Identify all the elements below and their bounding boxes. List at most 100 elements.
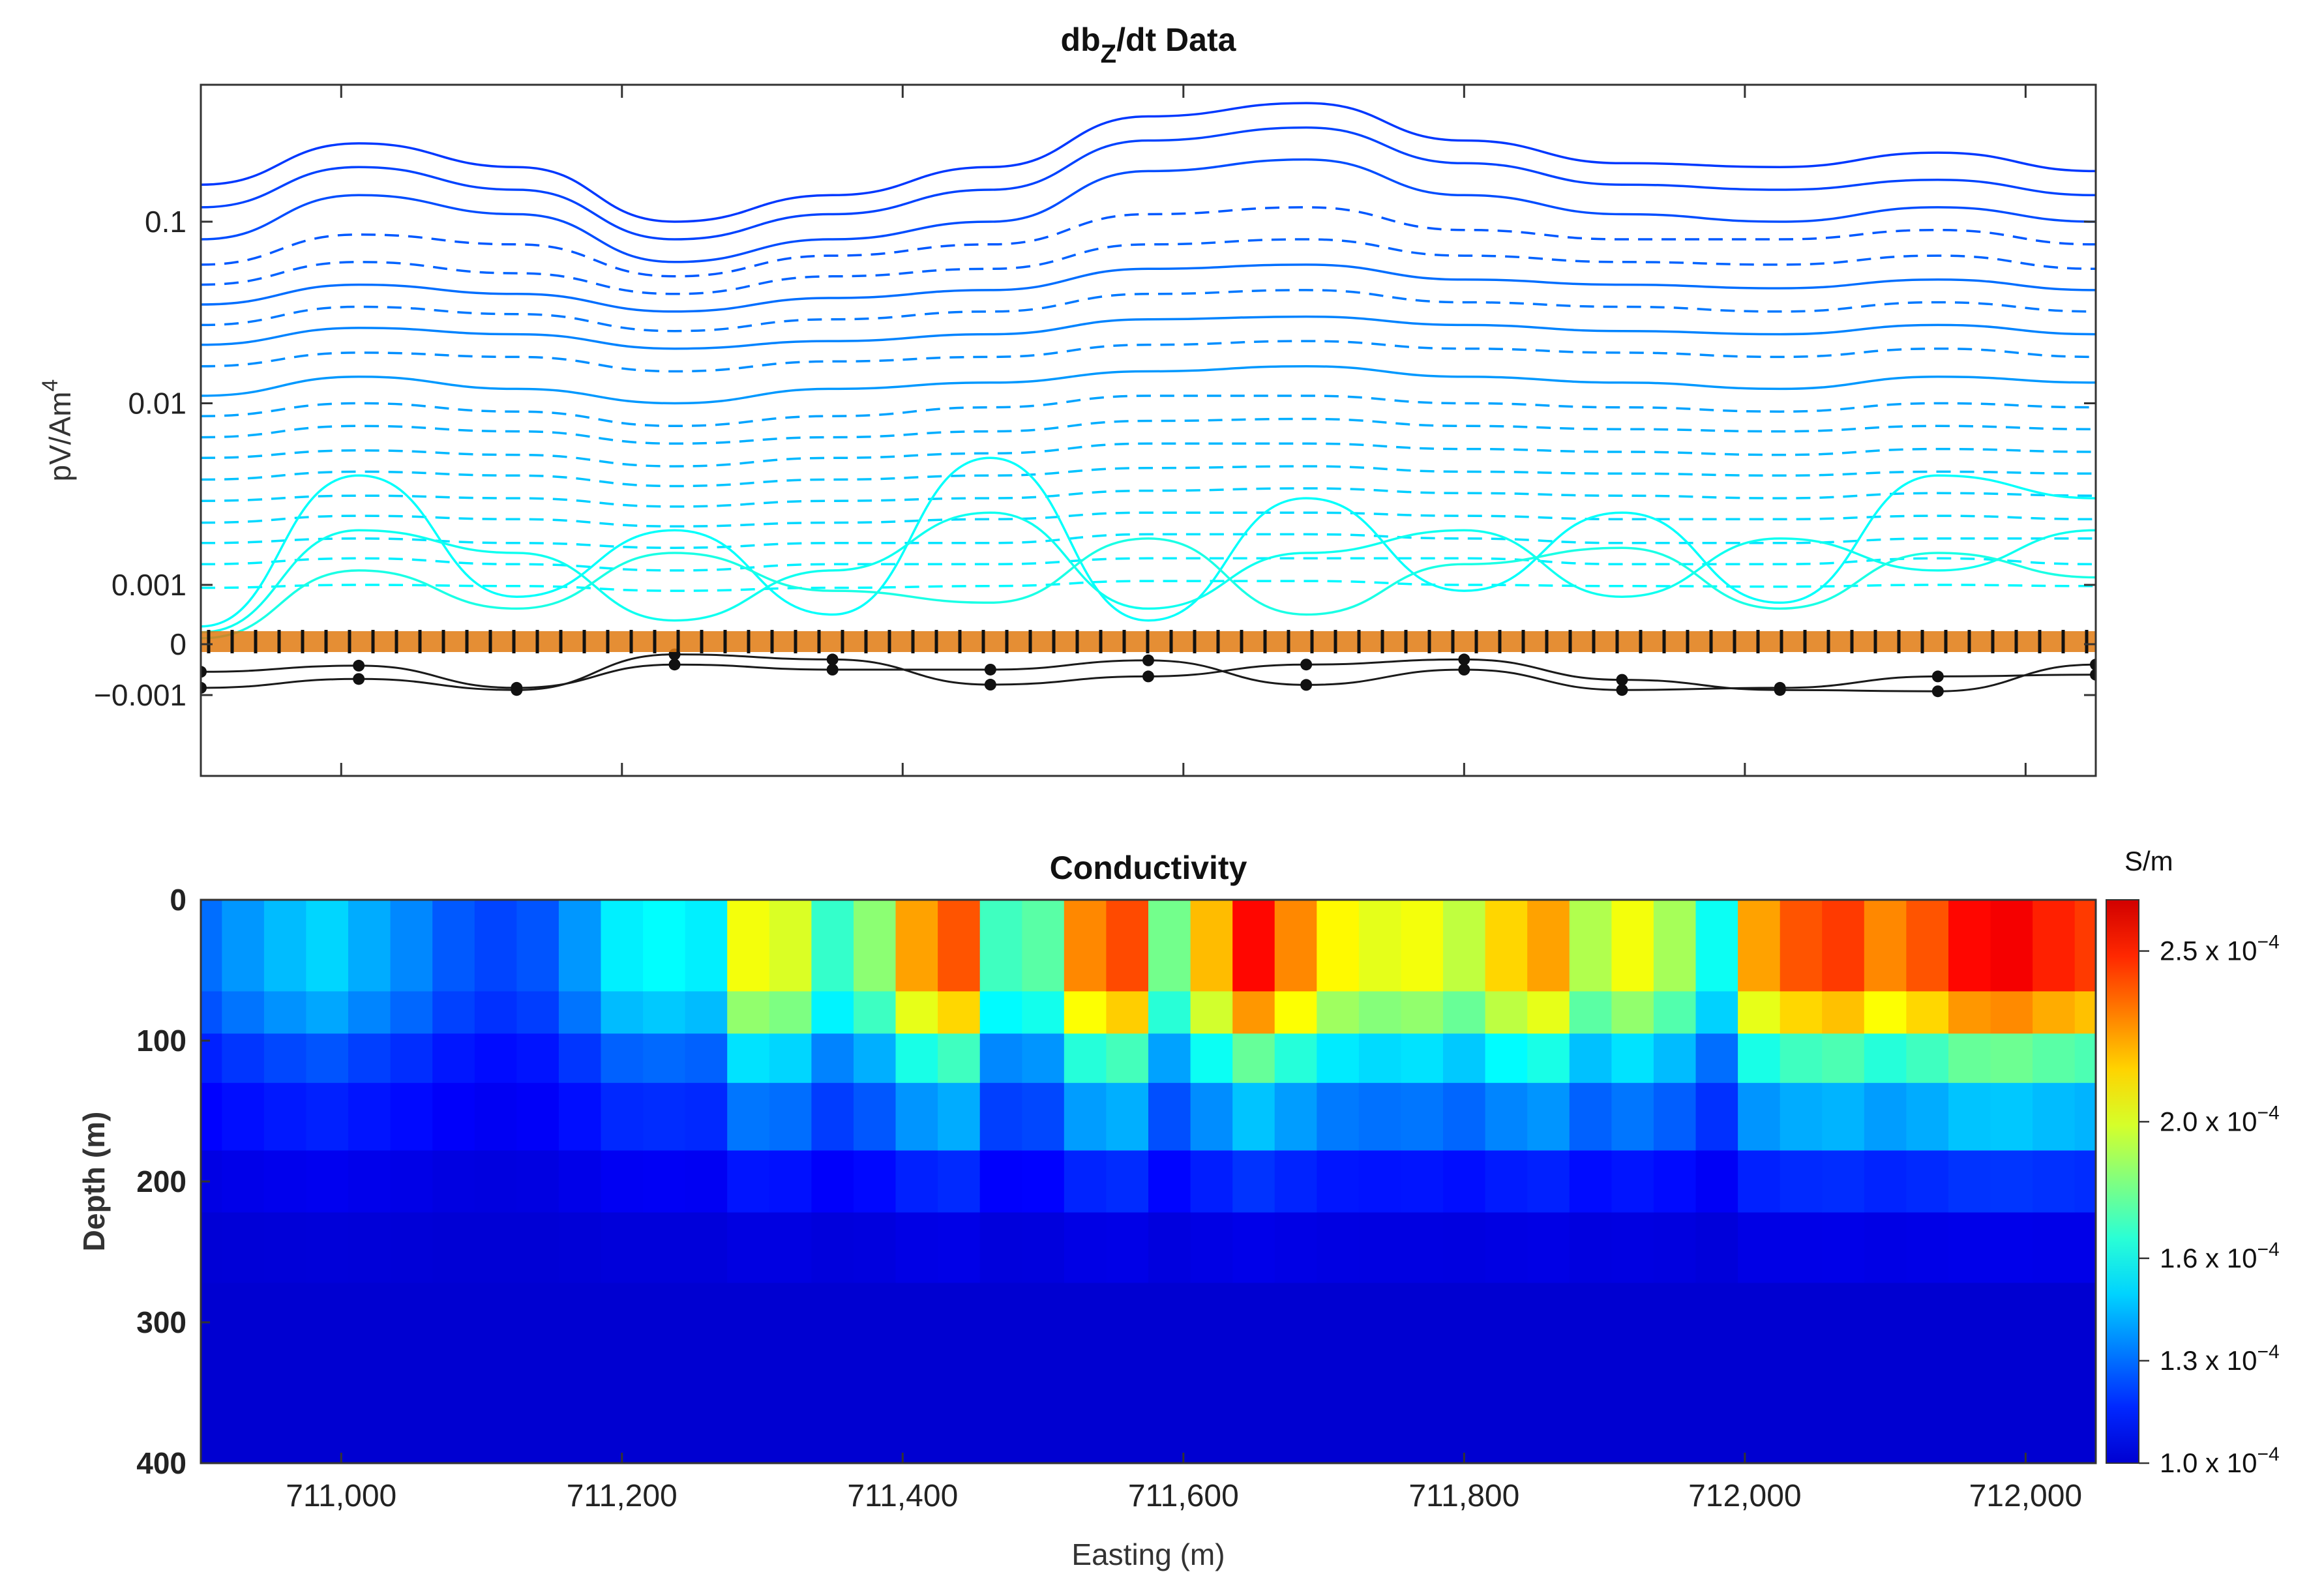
heatmap-cell (1106, 900, 1149, 950)
heatmap-cell (558, 1150, 602, 1213)
heatmap-cell (1695, 1033, 1738, 1084)
heatmap-cell (2033, 1212, 2076, 1284)
heatmap-cell (727, 949, 770, 992)
heatmap-cell (474, 1082, 517, 1151)
heatmap-cell (1653, 1212, 1697, 1284)
heatmap-cell (1990, 949, 2033, 992)
heatmap-cell (769, 991, 812, 1034)
series-line (201, 511, 2096, 634)
heatmap-cell (1864, 1212, 1907, 1284)
heatmap-cell (1485, 900, 1528, 950)
heatmap-cell (1022, 1082, 1065, 1151)
heatmap-cell (1611, 1212, 1654, 1284)
series-marker (826, 664, 839, 676)
bottom-y-axis: 0 100 200 300 400 (136, 883, 210, 1480)
bottom-x-tick-label: 711,400 (847, 1479, 958, 1513)
heatmap-cell (643, 1212, 686, 1284)
heatmap-cell (938, 1033, 981, 1084)
heatmap-cell (222, 991, 265, 1034)
heatmap-cell (390, 949, 433, 992)
heatmap-cell (685, 949, 728, 992)
heatmap-cell (1317, 1212, 1360, 1284)
heatmap-cell (2074, 1283, 2096, 1464)
heatmap-cell (263, 1082, 307, 1151)
heatmap-cell (2033, 949, 2076, 992)
heatmap-cell (1695, 1150, 1738, 1213)
series-marker (1300, 659, 1313, 671)
top-y-axis-label: pV/Am4 (38, 379, 77, 482)
heatmap-cell (1317, 991, 1360, 1034)
heatmap-cell (1485, 1150, 1528, 1213)
heatmap-cell (1822, 1212, 1865, 1284)
heatmap-cell (1443, 1150, 1486, 1213)
heatmap-cell (1611, 991, 1654, 1034)
heatmap-cell (1822, 1150, 1865, 1213)
heatmap-cell (1485, 949, 1528, 992)
heatmap-cell (1358, 1283, 1402, 1464)
heatmap-cell (1064, 1082, 1107, 1151)
heatmap-cell (2074, 900, 2096, 950)
heatmap-cell (1695, 949, 1738, 992)
heatmap-cell (895, 1150, 938, 1213)
heatmap-cell (263, 991, 307, 1034)
heatmap-cell (1443, 949, 1486, 992)
heatmap-cell (390, 991, 433, 1034)
heatmap-cell (854, 1212, 897, 1284)
heatmap-cell (1653, 1150, 1697, 1213)
heatmap-cell (1780, 1283, 1823, 1464)
heatmap-cell (1864, 1150, 1907, 1213)
heatmap-cell (938, 1082, 981, 1151)
heatmap-cell (1358, 1150, 1402, 1213)
heatmap-cell (348, 1082, 391, 1151)
heatmap-cell (1401, 1150, 1444, 1213)
heatmap-cell (727, 1212, 770, 1284)
heatmap-cell (1022, 991, 1065, 1034)
heatmap-cell (1274, 949, 1317, 992)
series-line (201, 238, 2096, 295)
heatmap-cell (938, 991, 981, 1034)
heatmap-cell (854, 1082, 897, 1151)
colorbar-tick-mantissa: 1.6 x 10 (2160, 1243, 2257, 1273)
heatmap-cell (1358, 991, 1402, 1034)
heatmap-cell (1317, 1283, 1360, 1464)
heatmap-cell (1695, 1283, 1738, 1464)
heatmap-cell (1527, 900, 1570, 950)
series-line (201, 533, 2096, 549)
heatmap-cell (769, 1082, 812, 1151)
heatmap-cell (2033, 1283, 2076, 1464)
heatmap-cell (685, 900, 728, 950)
heatmap-cell (1232, 900, 1275, 950)
heatmap-cell (2033, 1082, 2076, 1151)
bottom-x-tick-label: 712,000 (1969, 1479, 2083, 1513)
heatmap-cell (1780, 1033, 1823, 1084)
colorbar-tick-exponent: −4 (2257, 1102, 2279, 1123)
heatmap-cell (769, 900, 812, 950)
series-marker (984, 663, 996, 676)
heatmap-cell (1190, 949, 1233, 992)
heatmap-cell (1653, 949, 1697, 992)
heatmap-cell (1232, 949, 1275, 992)
heatmap-cell (222, 1150, 265, 1213)
series-marker (1616, 674, 1628, 686)
heatmap-cell (1190, 1150, 1233, 1213)
heatmap-cell (516, 1283, 559, 1464)
heatmap-cell (938, 1212, 981, 1284)
heatmap-cell (1148, 1082, 1191, 1151)
colorbar-tick-exponent: −4 (2257, 1444, 2279, 1465)
heatmap-cell (1738, 1212, 1781, 1284)
top-y-tick-label: 0.01 (128, 387, 186, 421)
top-y-axis: 0.1 0.01 0.001 0 −0.001 (94, 205, 2096, 712)
heatmap-cell (558, 1082, 602, 1151)
heatmap-cell (558, 900, 602, 950)
heatmap-cell (1274, 1212, 1317, 1284)
series-marker (1142, 654, 1154, 666)
heatmap-cell (1148, 1283, 1191, 1464)
bottom-y-tick-label: 200 (136, 1165, 186, 1198)
heatmap-cell (432, 1150, 475, 1213)
heatmap-cell (979, 1283, 1022, 1464)
heatmap-cell (390, 1150, 433, 1213)
series-line (201, 364, 2096, 405)
series-line (201, 206, 2096, 278)
heatmap-cell (1569, 1283, 1612, 1464)
heatmap-cell (1274, 1150, 1317, 1213)
